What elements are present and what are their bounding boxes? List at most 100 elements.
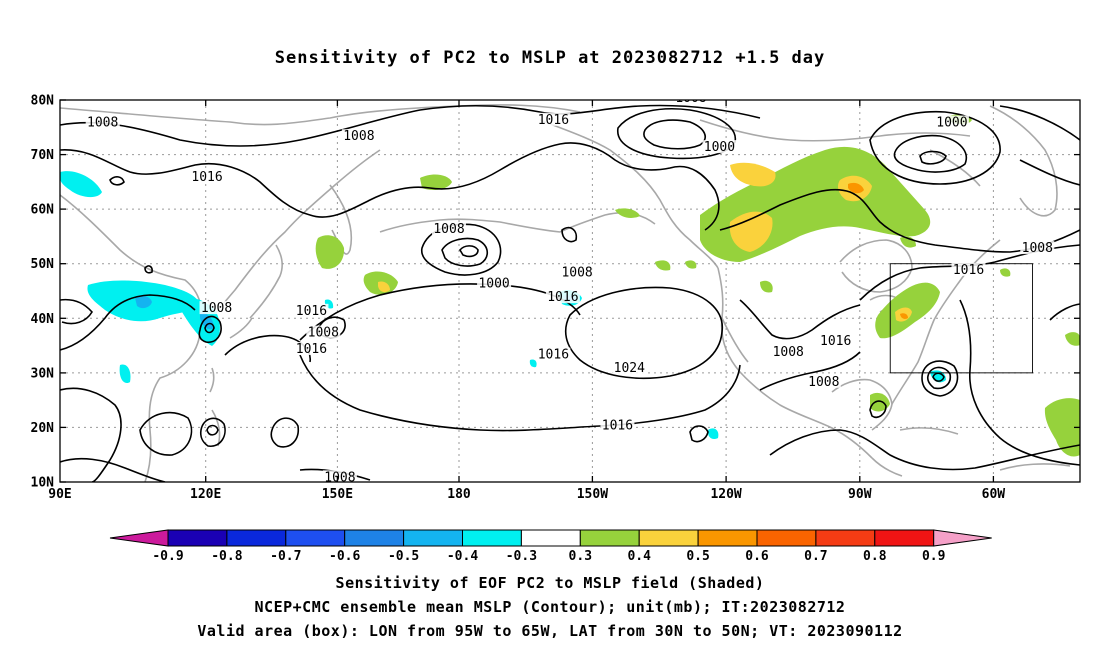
colorbar-swatch	[285, 529, 346, 547]
lat-label: 20N	[31, 421, 55, 436]
lon-label: 60W	[982, 487, 1006, 502]
lon-label: 120E	[190, 487, 221, 502]
mslp-contours	[60, 104, 1080, 482]
contour-label: 1016	[296, 342, 327, 357]
contour-label-bg	[951, 262, 986, 276]
contour-label-bg	[306, 325, 341, 339]
plot-frame	[59, 99, 1081, 483]
contour-label: 1016	[602, 418, 633, 433]
contour-label: 1008	[808, 375, 839, 390]
lat-label: 10N	[31, 476, 55, 491]
colorbar-tick-label: -0.5	[388, 549, 419, 564]
contour-label: 1016	[547, 290, 578, 305]
contour-label-bg	[1020, 241, 1055, 255]
colorbar-left-arrow	[109, 529, 169, 547]
contour-label-bg	[702, 140, 737, 154]
contour-label: 1000	[936, 116, 967, 131]
colorbar-tick-label: 0.4	[627, 549, 651, 564]
contour-label: 1016	[296, 304, 327, 319]
colorbar-tick-label: -0.7	[270, 549, 301, 564]
lat-label: 40N	[31, 312, 55, 327]
colorbar-tick-label: -0.3	[506, 549, 537, 564]
contour-label-bg	[536, 347, 571, 361]
contour-label: 1008	[201, 301, 232, 316]
colorbar-swatch	[815, 529, 876, 547]
contour-label-bg	[190, 170, 225, 184]
colorbar-swatch	[344, 529, 405, 547]
lon-label: 90W	[848, 487, 872, 502]
colorbar-tick-label: 0.8	[863, 549, 887, 564]
contour-label: 1016	[538, 347, 569, 362]
colorbar-tick-label: 0.9	[922, 549, 945, 564]
caption-valid-area: Valid area (box): LON from 95W to 65W, L…	[197, 622, 903, 640]
contour-label-bg	[199, 301, 234, 315]
contour-label-bg	[477, 276, 512, 290]
lon-label: 90E	[48, 487, 71, 502]
contour-label: 1008	[433, 222, 464, 237]
contour-label-bg	[934, 115, 969, 129]
longitude-labels: 90E 120E 150E 180 150W 120W 90W 60W	[48, 487, 1005, 502]
latitude-labels: 80N 70N 60N 50N 40N 30N 20N 10N	[31, 94, 55, 491]
caption-contour: NCEP+CMC ensemble mean MSLP (Contour); u…	[254, 598, 846, 616]
contour-label-bg	[560, 265, 595, 279]
grid-lines	[60, 100, 1080, 482]
contour-label-bg	[612, 361, 647, 375]
contour-label-bg	[673, 100, 708, 104]
contour-label-bg	[322, 470, 357, 482]
lat-label: 50N	[31, 257, 55, 272]
colorbar-swatch	[462, 529, 522, 547]
colorbar-swatch	[520, 529, 581, 547]
colorbar-tick-label: -0.8	[211, 549, 242, 564]
colorbar-tick-label: 0.6	[745, 549, 769, 564]
caption-shaded: Sensitivity of EOF PC2 to MSLP field (Sh…	[335, 574, 765, 592]
contour-label: 1008	[343, 129, 374, 144]
colorbar-swatch	[167, 529, 228, 547]
lat-label: 80N	[31, 94, 55, 109]
contour-label-bg	[818, 333, 853, 347]
lat-label: 70N	[31, 148, 55, 163]
colorbar-swatch	[638, 529, 699, 547]
axis-ticks	[60, 99, 1080, 483]
sensitivity-shading	[60, 114, 1080, 457]
colorbar-swatch	[697, 529, 758, 547]
contour-label-bg	[600, 418, 635, 432]
contour-label: 1008	[675, 91, 706, 106]
colorbar-tick-label: -0.4	[447, 549, 478, 564]
colorbar: -0.9 -0.8 -0.7 -0.6 -0.5 -0.4 -0.3 0.3 0.4 0.5 0.6…	[109, 529, 992, 564]
colorbar-tick-label: 0.7	[804, 549, 827, 564]
colorbar-tick-label: -0.9	[152, 549, 183, 564]
colorbar-swatch	[579, 529, 640, 547]
lon-label: 150W	[577, 487, 608, 502]
colorbar-tick-label: -0.6	[329, 549, 360, 564]
lat-label: 60N	[31, 203, 55, 218]
contour-label-bg	[545, 290, 580, 304]
contour-label: 1016	[538, 113, 569, 128]
contour-label: 1008	[308, 326, 339, 341]
lon-label: 120W	[710, 487, 741, 502]
contour-label-bg	[294, 303, 329, 317]
contour-label-bg	[806, 374, 841, 388]
contour-label: 1016	[953, 263, 984, 278]
colorbar-tick-label: 0.3	[569, 549, 592, 564]
contour-label-bg	[294, 342, 329, 356]
colorbar-swatch	[226, 529, 287, 547]
lat-label: 30N	[31, 366, 55, 381]
contour-label-bg	[85, 115, 120, 129]
contour-label: 1008	[561, 266, 592, 281]
contour-label: 1008	[773, 345, 804, 360]
lon-label: 180	[447, 487, 471, 502]
contour-label: 1008	[1022, 241, 1053, 256]
contour-label: 1008	[324, 470, 355, 485]
contour-label-bg	[341, 129, 376, 143]
colorbar-swatch	[756, 529, 817, 547]
contour-label-bg	[432, 221, 467, 235]
colorbar-right-arrow	[933, 529, 992, 547]
contour-label-bg	[536, 112, 571, 126]
map-title: Sensitivity of PC2 to MSLP at 2023082712…	[274, 48, 826, 68]
contour-label: 1008	[87, 116, 118, 131]
contour-label: 1016	[820, 334, 851, 349]
colorbar-swatch	[874, 529, 935, 547]
contour-labels: 1008100810161016100810001000100810081000…	[85, 91, 1055, 485]
contour-label: 1000	[704, 140, 735, 155]
